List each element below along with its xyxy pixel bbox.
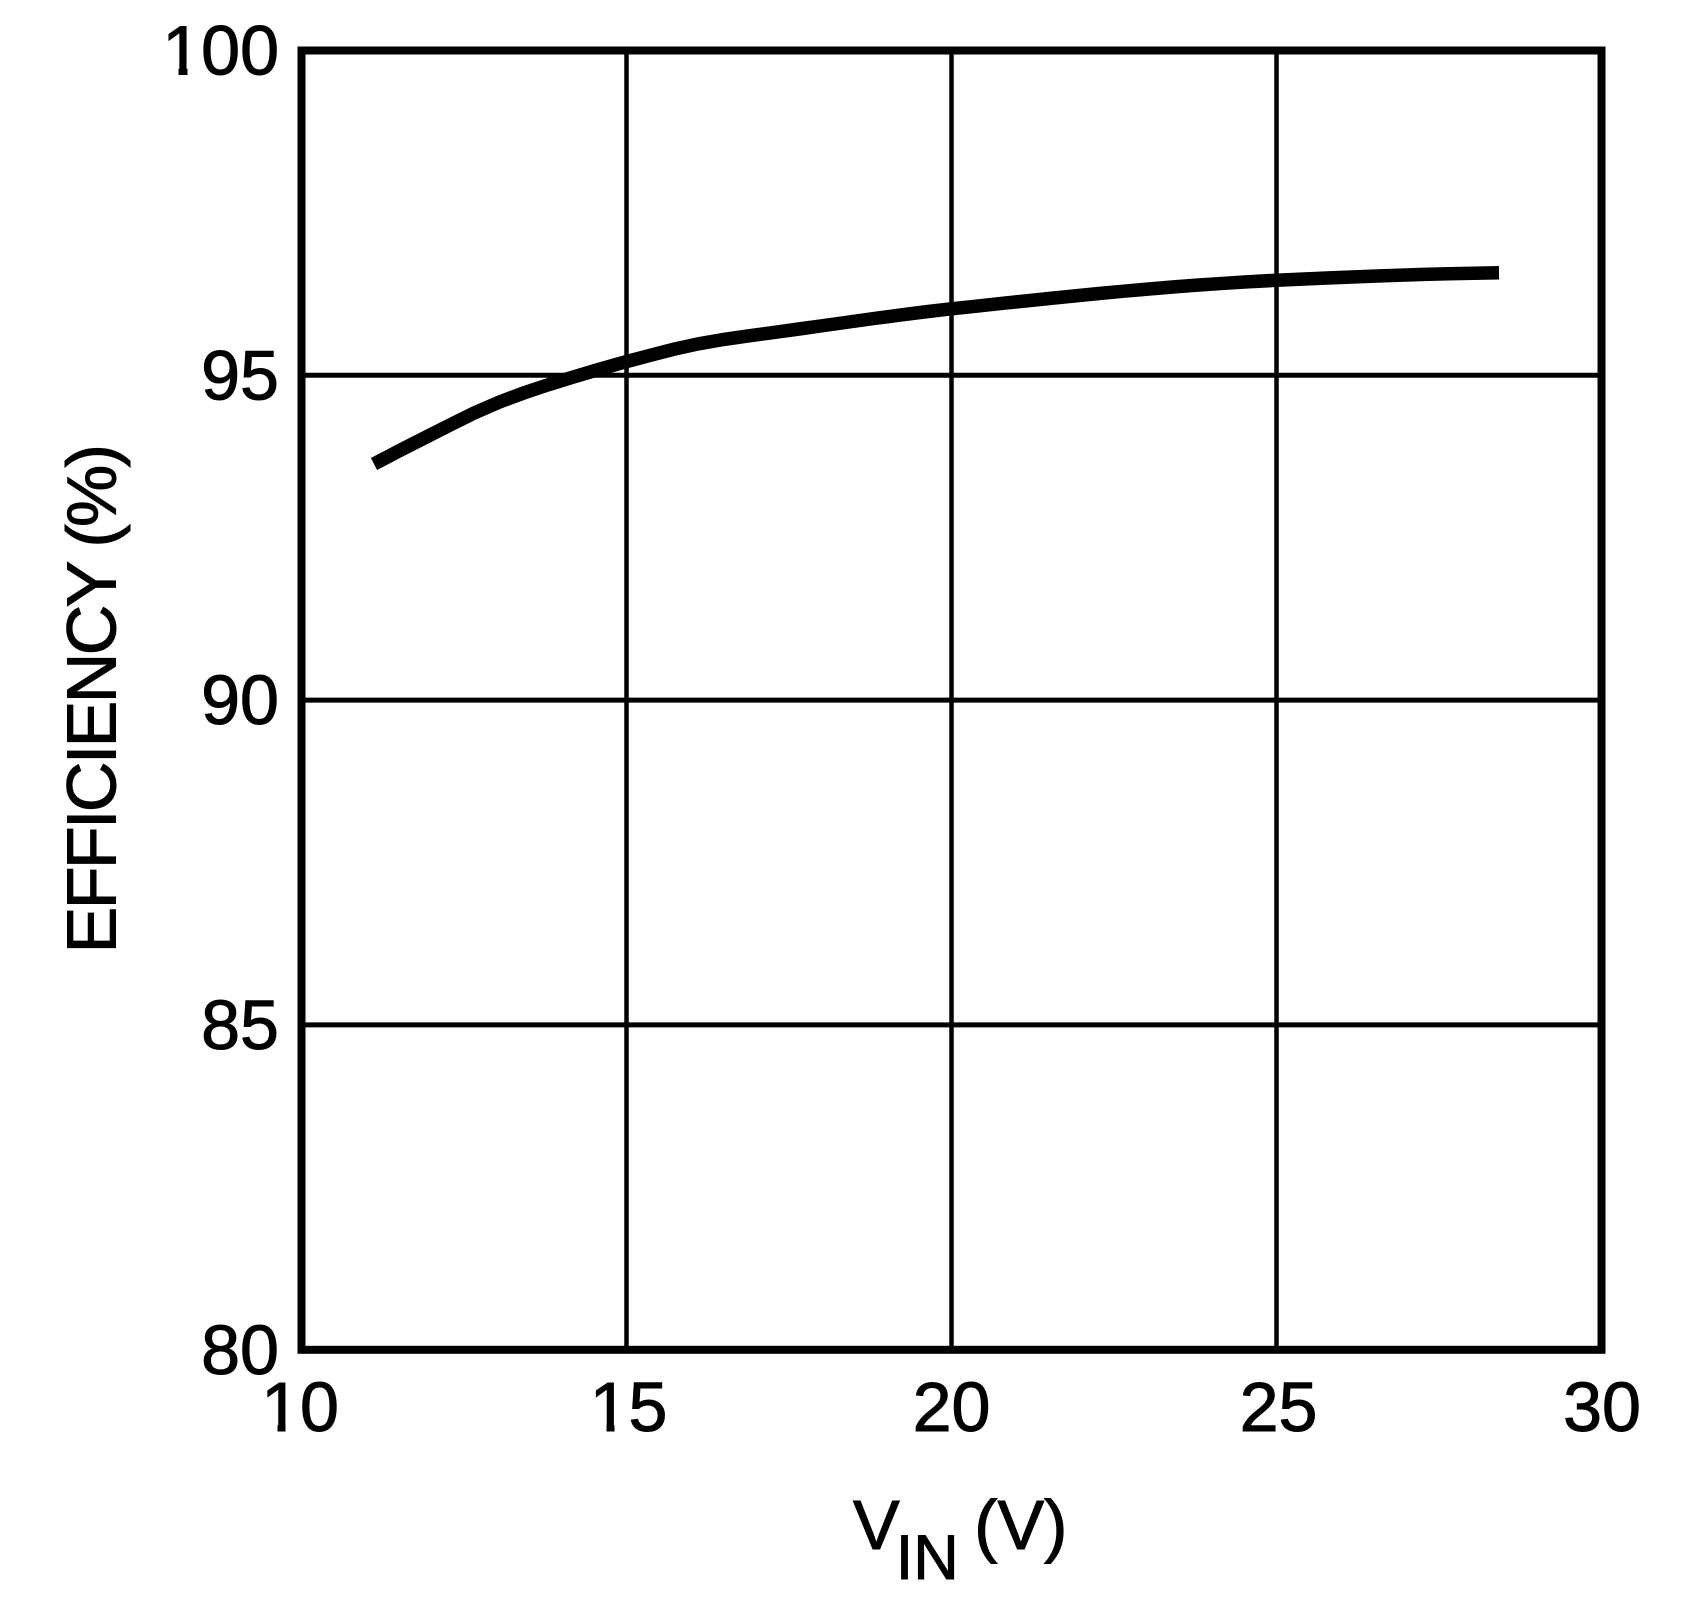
svg-text:95: 95 — [201, 336, 279, 414]
svg-text:10: 10 — [261, 1368, 339, 1446]
svg-text:25: 25 — [1240, 1368, 1318, 1446]
svg-text:85: 85 — [201, 986, 279, 1064]
svg-text:VIN (V): VIN (V) — [853, 1486, 1067, 1593]
svg-text:100: 100 — [162, 12, 279, 90]
svg-text:30: 30 — [1563, 1368, 1641, 1446]
svg-text:20: 20 — [913, 1368, 991, 1446]
svg-text:15: 15 — [590, 1368, 668, 1446]
svg-text:EFFICIENCY (%): EFFICIENCY (%) — [53, 447, 131, 954]
svg-text:90: 90 — [201, 661, 279, 739]
svg-text:80: 80 — [201, 1311, 279, 1389]
